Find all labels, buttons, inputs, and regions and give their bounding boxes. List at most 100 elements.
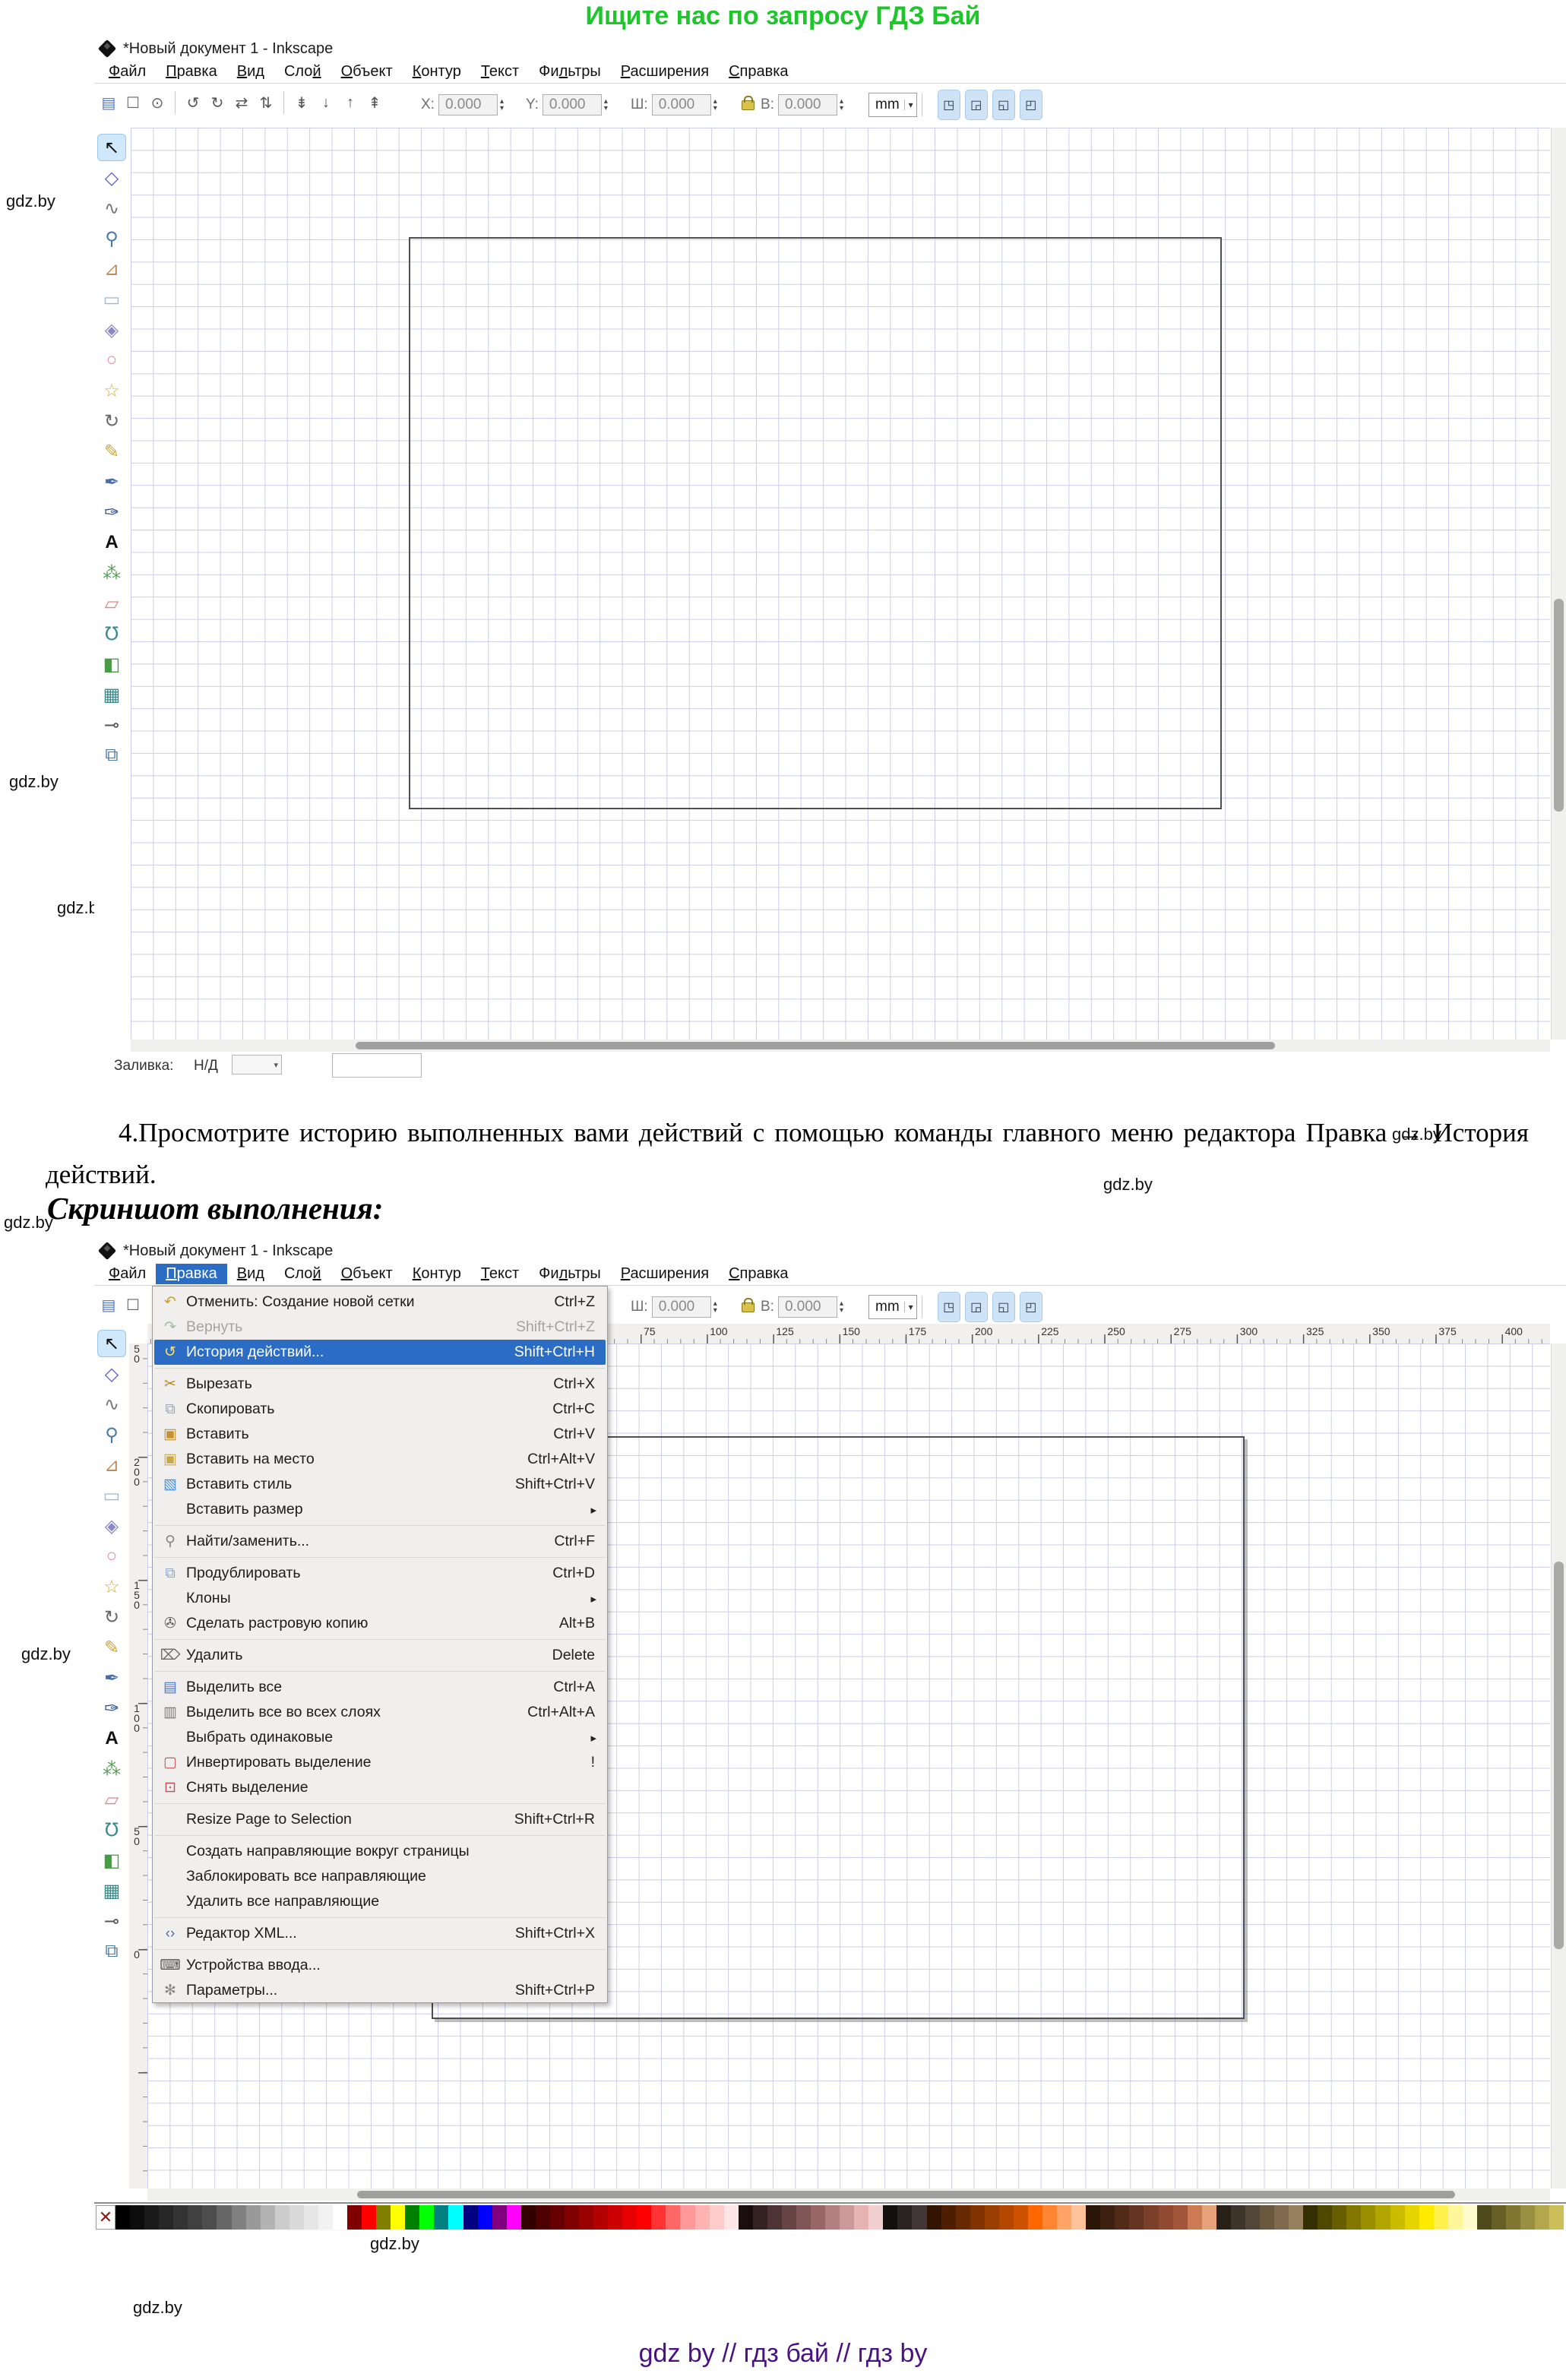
rectangle-tool[interactable]: ▭: [103, 289, 121, 310]
color-swatch[interactable]: [144, 2205, 160, 2230]
color-swatch[interactable]: [955, 2205, 970, 2230]
gradient-tool[interactable]: ◧: [103, 1850, 121, 1871]
menu-item-paste-icon[interactable]: ▣ Вставить Ctrl+V: [154, 1422, 606, 1447]
menu-item-Вставить размер[interactable]: Вставить размер ▸: [154, 1497, 606, 1522]
mesh-tool[interactable]: ▦: [103, 684, 121, 705]
lock-icon[interactable]: [742, 95, 755, 110]
color-swatch[interactable]: [173, 2205, 188, 2230]
color-swatch[interactable]: [1245, 2205, 1260, 2230]
no-color-swatch[interactable]: ✕: [96, 2205, 115, 2230]
eraser-tool[interactable]: ▱: [104, 1789, 119, 1810]
color-swatch[interactable]: [318, 2205, 333, 2230]
flip-horizontal-icon[interactable]: ⇄: [235, 94, 248, 112]
color-swatch[interactable]: [1375, 2205, 1390, 2230]
box3d-tool[interactable]: ◈: [104, 1515, 119, 1537]
selector-tool[interactable]: ↖: [97, 134, 126, 161]
spinner[interactable]: ▴▾: [603, 97, 608, 112]
color-swatch[interactable]: [535, 2205, 550, 2230]
rotate-ccw-icon[interactable]: ↺: [186, 94, 200, 112]
color-swatch[interactable]: [1447, 2205, 1463, 2230]
color-swatch[interactable]: [1274, 2205, 1289, 2230]
star-tool[interactable]: ☆: [103, 1576, 120, 1597]
color-swatch[interactable]: [1259, 2205, 1274, 2230]
color-swatch[interactable]: [231, 2205, 246, 2230]
color-swatch[interactable]: [825, 2205, 840, 2230]
tweak-tool[interactable]: ∿: [103, 198, 120, 219]
color-swatch[interactable]: [492, 2205, 507, 2230]
color-swatch[interactable]: [926, 2205, 941, 2230]
field-input[interactable]: 0.000: [438, 94, 498, 116]
color-swatch[interactable]: [274, 2205, 289, 2230]
menu-Справка[interactable]: Справка: [729, 1265, 789, 1282]
menu-Текст[interactable]: Текст: [480, 1265, 520, 1282]
menu-Вид[interactable]: Вид: [236, 63, 264, 80]
color-swatch[interactable]: [1057, 2205, 1072, 2230]
spinner[interactable]: ▴▾: [713, 97, 717, 112]
menu-Справка[interactable]: Справка: [729, 63, 789, 80]
menu-item-Удалить все направляющие[interactable]: Удалить все направляющие: [154, 1889, 606, 1914]
color-swatch[interactable]: [723, 2205, 739, 2230]
color-swatch[interactable]: [1158, 2205, 1173, 2230]
unit-select[interactable]: mm ▾: [868, 1295, 917, 1319]
menu-item-undo-icon[interactable]: ↶ Отменить: Создание новой сетки Ctrl+Z: [154, 1290, 606, 1315]
snap-nodes-icon[interactable]: ◲: [964, 90, 988, 120]
raise-icon[interactable]: ↑: [346, 93, 354, 111]
vertical-scrollbar[interactable]: [1551, 128, 1566, 1040]
snap-page-icon[interactable]: ◰: [1019, 90, 1042, 120]
color-swatch[interactable]: [376, 2205, 391, 2230]
color-swatch[interactable]: [362, 2205, 377, 2230]
color-swatch[interactable]: [217, 2205, 232, 2230]
horizontal-scrollbar-thumb[interactable]: [356, 1042, 1275, 1049]
snap-bbox-icon[interactable]: ◳: [937, 1292, 960, 1322]
menu-Объект[interactable]: Объект: [340, 1265, 393, 1282]
color-swatch[interactable]: [680, 2205, 695, 2230]
menu-item-cut-icon[interactable]: ✂ Вырезать Ctrl+X: [154, 1372, 606, 1397]
color-swatch[interactable]: [1144, 2205, 1159, 2230]
select-touch-icon[interactable]: ⊙: [150, 94, 164, 112]
pencil-tool[interactable]: ✎: [103, 441, 120, 462]
color-swatch[interactable]: [694, 2205, 710, 2230]
node-editor-tool[interactable]: ◇: [104, 167, 119, 188]
color-swatch[interactable]: [897, 2205, 913, 2230]
color-swatch[interactable]: [564, 2205, 579, 2230]
measure-tool[interactable]: ⊿: [103, 1454, 120, 1476]
selector-tool[interactable]: ↖: [97, 1330, 126, 1357]
field-input[interactable]: 0.000: [651, 94, 711, 116]
calligraphy-tool[interactable]: ✑: [103, 1698, 120, 1719]
color-swatch[interactable]: [593, 2205, 609, 2230]
menu-item-Выбрать одинаковые[interactable]: Выбрать одинаковые ▸: [154, 1725, 606, 1750]
color-swatch[interactable]: [752, 2205, 767, 2230]
opacity-dropdown[interactable]: ▾: [232, 1055, 282, 1074]
color-swatch[interactable]: [159, 2205, 174, 2230]
color-swatch[interactable]: [477, 2205, 492, 2230]
menu-item-copy-icon[interactable]: ⧉ Скопировать Ctrl+C: [154, 1397, 606, 1422]
snap-paths-icon[interactable]: ◱: [992, 90, 1015, 120]
color-swatch[interactable]: [709, 2205, 724, 2230]
color-swatch[interactable]: [1129, 2205, 1144, 2230]
menu-Текст[interactable]: Текст: [480, 63, 520, 80]
text-tool[interactable]: A: [105, 532, 119, 552]
color-swatch[interactable]: [1390, 2205, 1405, 2230]
gradient-tool[interactable]: ◧: [103, 654, 121, 675]
snap-nodes-icon[interactable]: ◲: [964, 1292, 988, 1322]
color-swatch[interactable]: [622, 2205, 637, 2230]
vertical-scrollbar-thumb[interactable]: [1554, 1562, 1564, 1949]
snap-paths-icon[interactable]: ◱: [992, 1292, 1015, 1322]
color-swatch[interactable]: [1289, 2205, 1304, 2230]
color-swatch[interactable]: [188, 2205, 203, 2230]
menu-Фильтры[interactable]: Фильтры: [539, 1265, 601, 1282]
menu-item-paste-in-place-icon[interactable]: ▣ Вставить на место Ctrl+Alt+V: [154, 1447, 606, 1472]
connector-tool[interactable]: ⧉: [105, 745, 119, 765]
lock-icon[interactable]: [742, 1297, 755, 1312]
color-swatch[interactable]: [115, 2205, 131, 2230]
menu-item-Создать направляющие вокруг страницы[interactable]: Создать направляющие вокруг страницы: [154, 1839, 606, 1864]
field-input[interactable]: 0.000: [777, 94, 837, 116]
color-swatch[interactable]: [1476, 2205, 1492, 2230]
color-swatch[interactable]: [1071, 2205, 1087, 2230]
color-swatch[interactable]: [1462, 2205, 1477, 2230]
color-swatch[interactable]: [1506, 2205, 1521, 2230]
color-swatch[interactable]: [391, 2205, 406, 2230]
snap-page-icon[interactable]: ◰: [1019, 1292, 1042, 1322]
menu-Расширения[interactable]: Расширения: [620, 1265, 710, 1282]
color-swatch[interactable]: [260, 2205, 275, 2230]
